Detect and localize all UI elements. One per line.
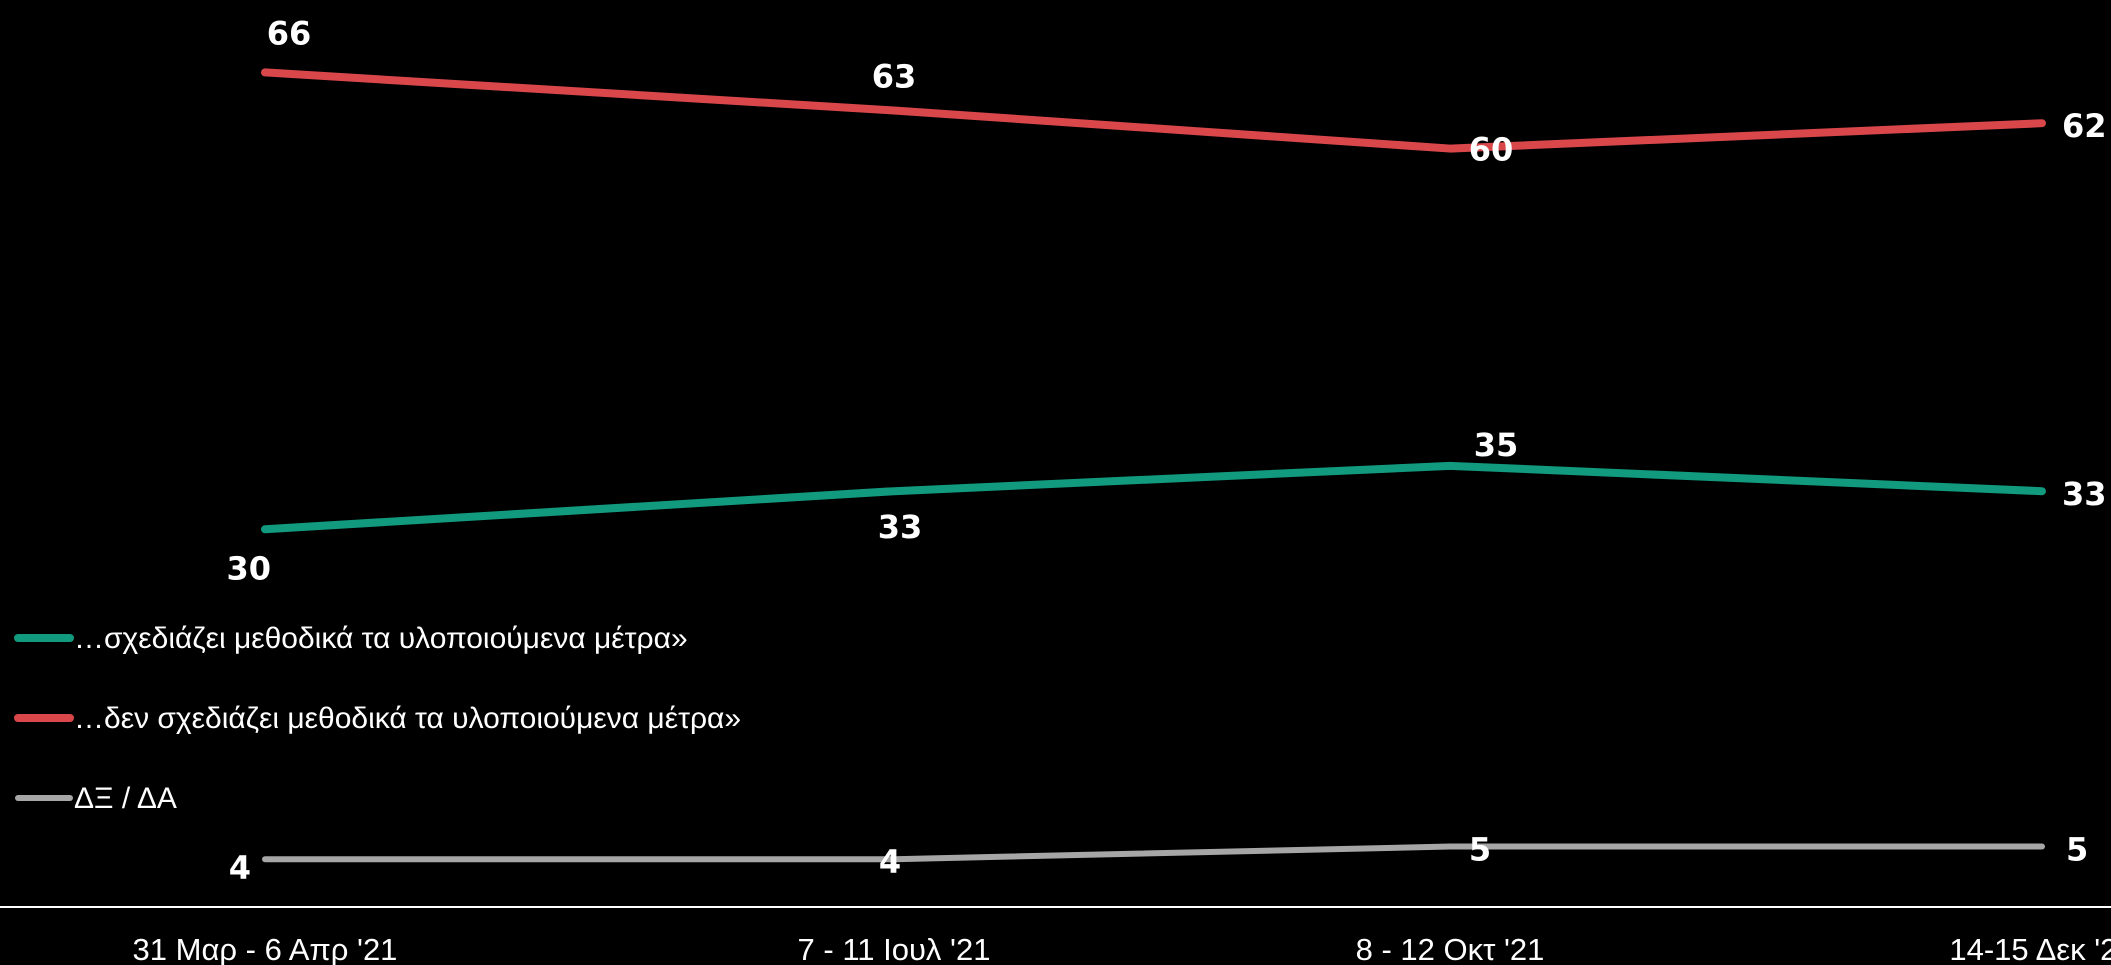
legend-label-3: ΔΞ / ΔΑ (74, 782, 177, 815)
data-label-s1-p4: 33 (2062, 475, 2107, 513)
data-label-s2-p3: 60 (1469, 131, 1514, 169)
data-label-s2-p4: 62 (2062, 107, 2107, 145)
data-label-s2-p1: 66 (267, 14, 312, 52)
data-label-s3-p3: 5 (1469, 831, 1491, 869)
data-label-s3-p4: 5 (2066, 831, 2088, 869)
x-tick-label-3: 8 - 12 Οκτ '21 (1356, 932, 1545, 965)
legend: …σχεδιάζει μεθοδικά τα υλοποιούμενα μέτρ… (14, 622, 741, 815)
data-labels: 30 33 35 33 66 63 60 62 4 4 5 5 (226, 14, 2106, 887)
series-line-1 (261, 461, 2046, 534)
data-label-s1-p2: 33 (878, 508, 923, 546)
x-tick-label-2: 7 - 11 Ιουλ '21 (798, 932, 991, 965)
data-label-s3-p2: 4 (879, 843, 901, 881)
data-label-s1-p3: 35 (1474, 426, 1519, 464)
data-label-s2-p2: 63 (872, 58, 917, 96)
x-tick-label-4: 14-15 Δεκ '21 (1949, 932, 2111, 965)
x-tick-label-1: 31 Μαρ - 6 Απρ '21 (133, 932, 398, 965)
x-axis-ticks: 31 Μαρ - 6 Απρ '21 7 - 11 Ιουλ '21 8 - 12 … (133, 932, 2111, 965)
legend-label-2: …δεν σχεδιάζει μεθοδικά τα υλοποιούμενα … (74, 702, 741, 735)
legend-label-1: …σχεδιάζει μεθοδικά τα υλοποιούμενα μέτρ… (74, 622, 688, 655)
data-label-s3-p1: 4 (229, 849, 251, 887)
series-line-2 (261, 68, 2046, 153)
series-lines (261, 68, 2046, 863)
data-label-s1-p1: 30 (226, 549, 271, 587)
series-line-3 (262, 843, 2045, 863)
